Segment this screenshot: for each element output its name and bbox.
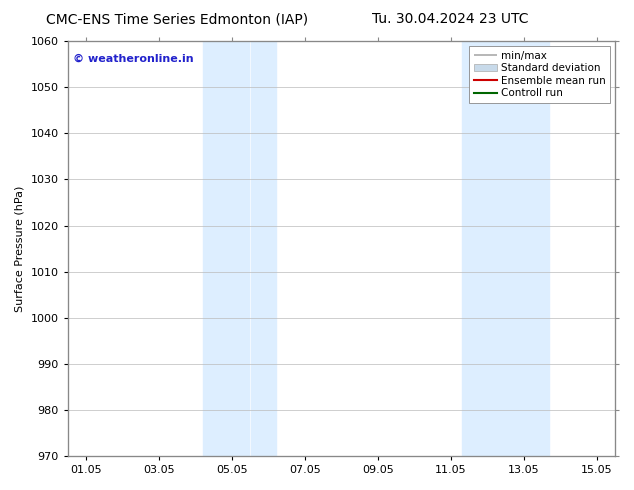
Bar	[506, 41, 549, 456]
Text: CMC-ENS Time Series Edmonton (IAP): CMC-ENS Time Series Edmonton (IAP)	[46, 12, 309, 26]
Text: Tu. 30.04.2024 23 UTC: Tu. 30.04.2024 23 UTC	[372, 12, 528, 26]
Text: © weatheronline.in: © weatheronline.in	[73, 54, 194, 64]
Bar	[203, 41, 249, 456]
Bar	[251, 41, 276, 456]
Y-axis label: Surface Pressure (hPa): Surface Pressure (hPa)	[15, 185, 25, 312]
Legend: min/max, Standard deviation, Ensemble mean run, Controll run: min/max, Standard deviation, Ensemble me…	[469, 47, 610, 102]
Bar	[462, 41, 505, 456]
